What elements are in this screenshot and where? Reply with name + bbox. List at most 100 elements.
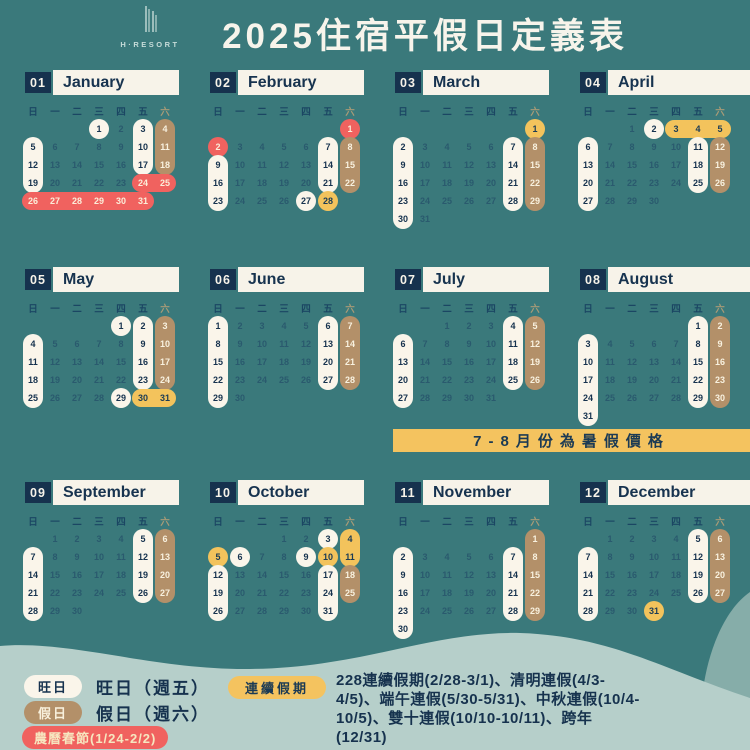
day-number: 7: [673, 339, 679, 349]
day-number: 3: [585, 339, 591, 349]
day-highlight-white: [578, 584, 598, 602]
day-cell: 28: [88, 389, 110, 407]
weekday-label: 六: [715, 304, 725, 315]
day-cell: 30: [295, 602, 317, 620]
day-cell: 11: [22, 353, 44, 371]
day-highlight-tan: [525, 192, 545, 211]
day-cell: 19: [44, 371, 66, 389]
day-highlight-tan: [525, 548, 545, 566]
day-number: 11: [257, 160, 267, 170]
day-number: 2: [400, 552, 406, 562]
day-number: 24: [322, 588, 333, 598]
day-number: 18: [604, 375, 615, 385]
weekday-label: 一: [420, 304, 430, 315]
weekday-label: 三: [94, 517, 104, 528]
day-cell: 20: [709, 566, 731, 584]
day-cell: 13: [154, 548, 176, 566]
day-cell: 25: [154, 174, 176, 192]
day-cell: 5: [709, 120, 731, 138]
weekday-label: 一: [420, 517, 430, 528]
day-highlight-white: [318, 371, 338, 390]
day-number: 23: [626, 588, 637, 598]
day-number: 14: [419, 357, 430, 367]
day-cell: 3: [229, 138, 251, 156]
day-highlight-white: [503, 584, 523, 602]
day-number: 30: [137, 393, 148, 403]
day-cell: 10: [414, 566, 436, 584]
day-number: 13: [300, 160, 311, 170]
day-highlight-tan: [155, 566, 175, 584]
day-number: 1: [52, 534, 58, 544]
weekday-header: 日一二三四五六: [577, 301, 731, 315]
day-number: 29: [529, 196, 540, 206]
day-number: 11: [160, 142, 170, 152]
weekday-label: 三: [279, 107, 289, 118]
day-number: 15: [529, 570, 540, 580]
day-cell: 9: [458, 335, 480, 353]
day-cell: 18: [436, 584, 458, 602]
day-highlight-tan: [710, 353, 730, 371]
day-cell: 1: [524, 529, 546, 548]
day-number: 24: [234, 196, 245, 206]
day-number: 21: [322, 178, 333, 188]
day-cell: 20: [643, 371, 665, 389]
day-number: 1: [215, 321, 221, 331]
day-number: 18: [159, 160, 170, 170]
day-number: 29: [604, 606, 615, 616]
day-cell: 12: [132, 548, 154, 566]
day-cell: 13: [295, 156, 317, 174]
streak-line: (12/31): [336, 729, 388, 746]
day-number: 10: [485, 339, 496, 349]
day-number: 5: [303, 321, 309, 331]
day-number: 9: [74, 552, 80, 562]
day-cell: 27: [643, 389, 665, 407]
day-cell: 30: [643, 192, 665, 210]
day-number: 8: [695, 339, 701, 349]
day-number: 7: [325, 142, 331, 152]
day-number: 17: [234, 178, 245, 188]
day-cell: 19: [524, 353, 546, 371]
day-number: 3: [325, 534, 331, 544]
month-name: March: [423, 70, 549, 95]
day-cell: 8: [273, 548, 295, 566]
day-highlight-white: [578, 547, 598, 566]
day-cell: 7: [66, 138, 88, 156]
day-cell: 10: [480, 335, 502, 353]
day-number: 6: [52, 142, 58, 152]
month-card-july: 07 July 日一二三四五六 1 2 3 4 5 6 7 8 9 10 11 12 13 14 15 16 17 18…: [392, 263, 549, 443]
day-number: 20: [714, 570, 725, 580]
day-highlight-white: [503, 192, 523, 211]
day-cell: 14: [577, 566, 599, 584]
day-cell: 28: [66, 192, 88, 210]
day-highlight-tan: [525, 602, 545, 621]
day-cell: 27: [480, 602, 502, 620]
day-number: 5: [215, 552, 221, 562]
holiday-badge: 假日: [24, 701, 82, 724]
day-number: 24: [159, 375, 170, 385]
day-cell: 6: [154, 529, 176, 548]
day-number: 8: [52, 552, 58, 562]
day-highlight-tan: [710, 137, 730, 156]
day-number: 10: [159, 339, 170, 349]
day-number: 8: [607, 552, 613, 562]
day-highlight-tan: [155, 335, 175, 353]
day-highlight-white: [688, 174, 708, 193]
day-cell: 14: [317, 156, 339, 174]
weekday-label: 日: [28, 107, 38, 118]
day-number: 26: [714, 178, 725, 188]
day-cell: 31: [577, 407, 599, 426]
day-number: 4: [162, 124, 168, 134]
day-cell: 13: [577, 156, 599, 174]
month-number: 10: [210, 482, 236, 503]
day-number: 7: [510, 142, 516, 152]
day-highlight-white: [393, 137, 413, 156]
day-number: 9: [466, 339, 472, 349]
day-cell: 20: [44, 174, 66, 192]
day-cell: 19: [458, 584, 480, 602]
day-cell: 5: [207, 547, 229, 567]
day-number: 24: [485, 375, 496, 385]
day-cell: 6: [480, 548, 502, 566]
day-number: 30: [397, 624, 408, 634]
day-cell: 5: [458, 138, 480, 156]
day-cell: 14: [502, 566, 524, 584]
